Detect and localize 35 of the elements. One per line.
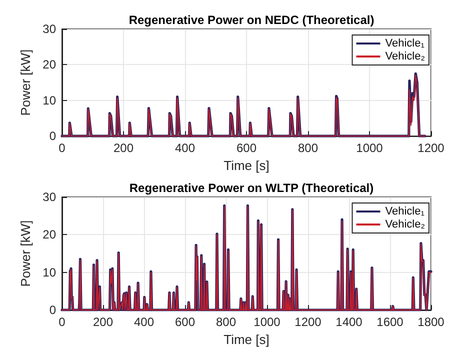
x-tick-label: 800 (298, 141, 318, 156)
y-axis-title: Power [kW] (18, 49, 33, 116)
x-tick-label: 600 (236, 141, 257, 156)
y-tick-label: 20 (42, 228, 56, 242)
y-tick-label: 0 (49, 129, 56, 144)
x-tick-label: 400 (174, 141, 196, 156)
chart-title: Regenerative Power on WLTP (Theoretical) (129, 181, 374, 195)
x-tick-label: 200 (92, 315, 114, 329)
x-tick-label: 200 (113, 141, 134, 156)
x-axis-title: Time [s] (224, 158, 270, 173)
y-tick-label: 30 (42, 22, 56, 36)
legend-label: Vehicle₁ (385, 206, 425, 218)
legend-label: Vehicle₂ (385, 50, 426, 62)
chart-title: Regenerative Power on NEDC (Theoretical) (128, 13, 374, 27)
y-tick-label: 10 (42, 93, 56, 108)
x-tick-label: 600 (174, 315, 196, 329)
x-tick-label: 1200 (294, 315, 322, 329)
x-axis-title: Time [s] (224, 332, 270, 347)
y-tick-label: 0 (49, 303, 56, 317)
x-tick-label: 400 (134, 315, 154, 329)
x-tick-label: 0 (58, 141, 66, 156)
x-tick-label: 1400 (336, 315, 363, 329)
legend-label: Vehicle₂ (385, 218, 426, 230)
legend-label: Vehicle₁ (385, 38, 425, 50)
x-tick-label: 0 (58, 315, 66, 329)
x-tick-label: 1200 (418, 141, 445, 156)
x-tick-label: 1600 (376, 315, 404, 329)
x-tick-label: 1000 (356, 141, 384, 156)
y-tick-label: 10 (42, 265, 56, 280)
y-axis-title: Power [kW] (18, 220, 33, 287)
x-tick-label: 800 (216, 315, 236, 329)
x-tick-label: 1800 (418, 315, 445, 329)
y-tick-label: 20 (42, 58, 56, 72)
y-tick-label: 30 (42, 190, 56, 204)
x-tick-label: 1000 (254, 315, 281, 329)
